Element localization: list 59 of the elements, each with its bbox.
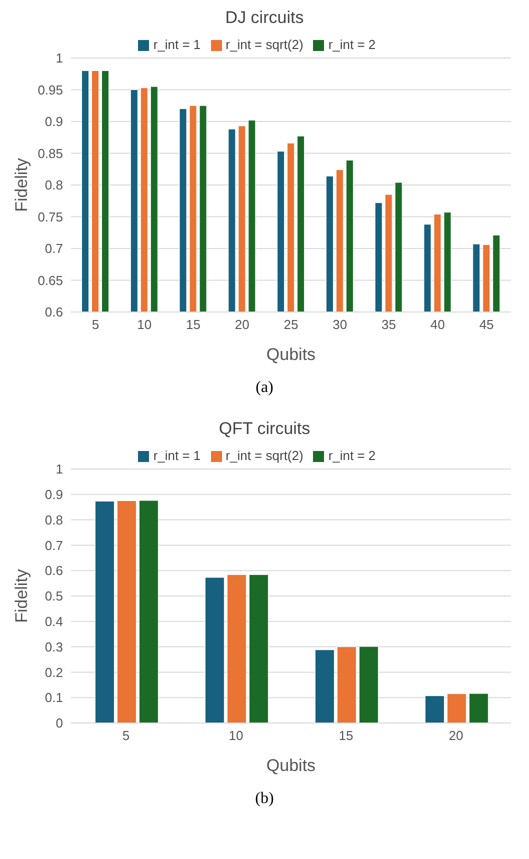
y-tick-label: 0.4 xyxy=(44,614,63,630)
x-tick-label: 5 xyxy=(92,317,100,332)
bar xyxy=(94,501,114,723)
bar xyxy=(138,500,158,723)
x-tick-label: 10 xyxy=(228,728,244,744)
y-tick-label: 0.65 xyxy=(38,272,63,288)
y-tick-label: 0.6 xyxy=(44,304,63,320)
y-tick-label: 0.6 xyxy=(44,563,63,578)
bar xyxy=(424,696,444,723)
y-tick-label: 0.9 xyxy=(44,114,63,130)
y-tick-label: 0.85 xyxy=(38,146,63,161)
y-tick-label: 0.1 xyxy=(44,690,63,706)
y-tick-label: 1 xyxy=(56,462,63,477)
legend-label: r_int = 2 xyxy=(328,37,376,52)
x-tick-label: 20 xyxy=(448,728,464,744)
legend-label: r_int = 2 xyxy=(328,448,376,463)
chart-title: DJ circuits xyxy=(224,8,305,29)
bar xyxy=(468,693,488,723)
x-tick-label: 5 xyxy=(122,728,130,744)
bar xyxy=(336,646,356,723)
x-tick-label: 25 xyxy=(284,317,298,332)
y-tick-label: 0.95 xyxy=(38,82,63,98)
y-tick-label: 0.7 xyxy=(44,538,63,553)
x-tick-label: 30 xyxy=(332,317,348,332)
x-tick-label: 15 xyxy=(338,728,354,744)
y-tick-label: 0.8 xyxy=(44,512,63,528)
y-tick-label: 0.3 xyxy=(44,639,63,654)
text: (a) xyxy=(254,379,274,398)
y-tick-label: 0 xyxy=(56,716,63,731)
legend-label: r_int = 1 xyxy=(153,448,201,463)
y-tick-label: 0.5 xyxy=(44,588,63,604)
bar xyxy=(116,500,136,723)
bar xyxy=(446,694,466,723)
y-axis-title: Fidelity xyxy=(12,158,32,212)
text: (b) xyxy=(254,790,275,809)
legend-label: r_int = sqrt(2) xyxy=(226,448,304,463)
bar xyxy=(248,574,268,723)
x-tick-label: 10 xyxy=(137,317,152,332)
y-tick-label: 0.9 xyxy=(44,487,63,502)
y-axis-title: Fidelity xyxy=(12,568,32,623)
legend-label: r_int = sqrt(2) xyxy=(226,37,304,52)
x-axis-title: Qubits xyxy=(266,345,316,364)
legend-label: r_int = 1 xyxy=(153,37,201,52)
y-tick-label: 0.2 xyxy=(44,664,63,680)
x-tick-label: 20 xyxy=(234,317,250,332)
x-tick-label: 35 xyxy=(382,317,396,332)
bar xyxy=(314,650,334,723)
chart-title: QFT circuits xyxy=(218,419,312,440)
bar xyxy=(204,577,224,723)
y-tick-label: 0.8 xyxy=(44,178,63,193)
bar xyxy=(358,646,378,723)
y-tick-label: 1 xyxy=(56,50,63,66)
y-tick-label: 0.75 xyxy=(38,209,63,224)
x-axis-title: Qubits xyxy=(266,756,316,775)
y-tick-label: 0.7 xyxy=(44,241,63,256)
bar xyxy=(226,574,246,723)
x-tick-label: 40 xyxy=(430,317,445,332)
x-tick-label: 45 xyxy=(479,317,494,332)
x-tick-label: 15 xyxy=(186,317,200,332)
